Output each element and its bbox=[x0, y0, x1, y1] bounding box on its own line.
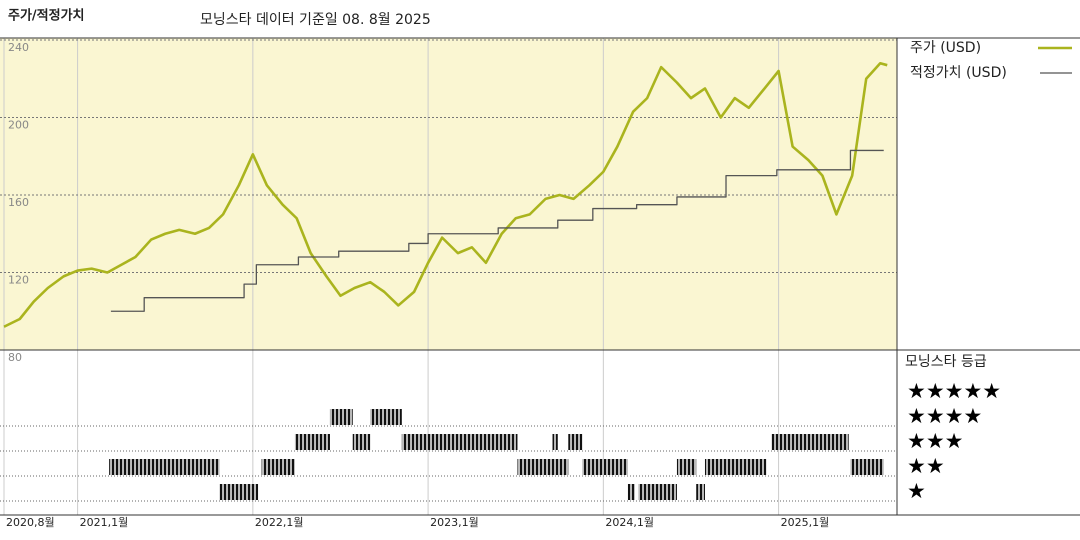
rating-period bbox=[704, 459, 767, 475]
rating-period bbox=[582, 459, 628, 475]
rating-period bbox=[850, 459, 884, 475]
rating-period bbox=[552, 434, 558, 450]
y-tick-label: 200 bbox=[8, 119, 29, 132]
x-tick-label: 2022,1월 bbox=[255, 516, 304, 529]
rating-label: ★★★★★ bbox=[907, 379, 1001, 403]
plot-background bbox=[0, 38, 897, 350]
rating-period bbox=[219, 484, 259, 500]
legend-label: 주가 (USD) bbox=[910, 40, 981, 56]
x-tick-label: 2025,1월 bbox=[781, 516, 830, 529]
chart-title: 주가/적정가치 bbox=[8, 8, 85, 24]
series-line bbox=[110, 149, 884, 312]
rating-period bbox=[696, 484, 705, 500]
legend-label: 적정가치 (USD) bbox=[910, 65, 1007, 81]
rating-period bbox=[771, 434, 849, 450]
y-tick-label: 160 bbox=[8, 196, 29, 209]
y-tick-label: 120 bbox=[8, 274, 29, 287]
rating-period bbox=[517, 459, 569, 475]
x-tick-label: 2024,1월 bbox=[605, 516, 654, 529]
x-tick-label: 2021,1월 bbox=[80, 516, 129, 529]
series-line bbox=[3, 61, 888, 328]
rating-period bbox=[638, 484, 677, 500]
rating-label: ★★★ bbox=[907, 429, 963, 453]
chart-subtitle: 모닝스타 데이터 기준일 08. 8월 2025 bbox=[200, 12, 431, 28]
rating-period bbox=[568, 434, 583, 450]
rating-period bbox=[329, 409, 353, 425]
rating-period bbox=[401, 434, 518, 450]
rating-period bbox=[352, 434, 371, 450]
y-tick-label: 240 bbox=[8, 41, 29, 54]
rating-period bbox=[370, 409, 402, 425]
rating-period bbox=[261, 459, 295, 475]
x-tick-label: 2023,1월 bbox=[430, 516, 479, 529]
y-tick-label: 80 bbox=[8, 351, 22, 364]
rating-period bbox=[627, 484, 635, 500]
rating-period bbox=[109, 459, 220, 475]
x-tick-label: 2020,8월 bbox=[6, 516, 55, 529]
rating-label: ★★★★ bbox=[907, 404, 982, 428]
rating-period bbox=[294, 434, 330, 450]
rating-period bbox=[676, 459, 697, 475]
ratings-title: 모닝스타 등급 bbox=[905, 354, 987, 370]
rating-label: ★ bbox=[907, 479, 926, 503]
rating-label: ★★ bbox=[907, 454, 945, 478]
